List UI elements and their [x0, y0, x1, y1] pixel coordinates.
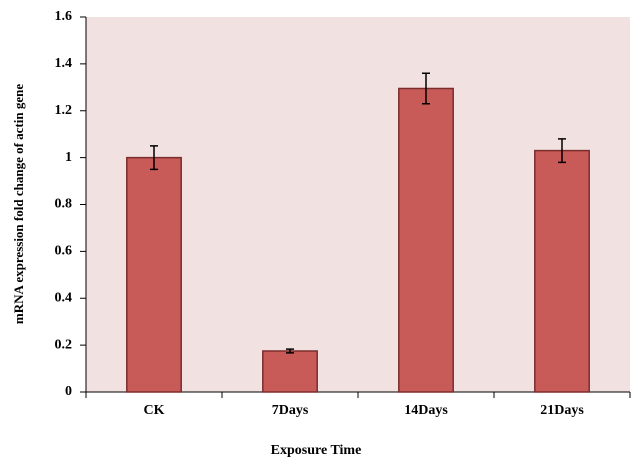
bar [534, 149, 590, 393]
y-tick-label: 0.8 [55, 197, 73, 212]
error-bar [558, 138, 566, 164]
y-tick-label: 1 [65, 150, 72, 165]
y-tick-label: 0.6 [55, 244, 73, 259]
y-tick-label: 1.6 [55, 9, 73, 24]
bar [126, 156, 182, 393]
bar [398, 87, 454, 393]
bar [262, 350, 318, 393]
x-axis-label: Exposure Time [271, 443, 362, 458]
x-tick-label: 14Days [404, 403, 448, 418]
error-bar [150, 145, 158, 171]
y-tick-label: 1.4 [55, 56, 73, 71]
y-tick-label: 0.4 [55, 290, 73, 305]
y-tick-label: 0.2 [55, 337, 73, 352]
x-tick-label: CK [144, 403, 165, 418]
error-bar [422, 72, 430, 105]
y-axis-label: mRNA expression fold change of actin gen… [11, 84, 26, 324]
y-tick-label: 1.2 [55, 103, 73, 118]
x-tick-label: 7Days [272, 403, 309, 418]
error-bar [286, 348, 294, 354]
y-tick-label: 0 [65, 384, 72, 399]
x-tick-label: 21Days [540, 403, 584, 418]
